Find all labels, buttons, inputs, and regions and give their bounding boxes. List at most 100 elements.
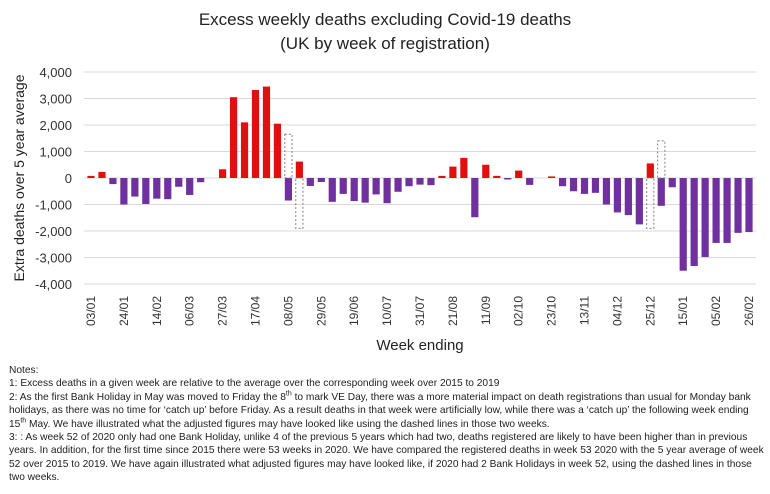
y-axis-ticks: 4,000 3,000 2,000 1,000 0 -1,000 -2,000 -3,000 -… xyxy=(35,65,72,292)
notes-section: Notes: 1: Excess deaths in a given week … xyxy=(9,364,764,485)
x-tick-label: 15/01 xyxy=(676,296,690,326)
adjusted-dashed-bars xyxy=(284,133,666,229)
adjusted-dashed-bar xyxy=(284,133,293,179)
x-tick-label: 11/09 xyxy=(479,296,493,325)
bar xyxy=(602,178,611,205)
bar xyxy=(635,178,643,225)
bar xyxy=(745,178,753,233)
x-axis-ticks: 03/01 24/01 14/02 06/03 27/03 17/04 08/05 29/05… xyxy=(84,296,756,326)
x-tick-label: 04/12 xyxy=(610,296,624,326)
bar xyxy=(690,178,698,266)
bar xyxy=(493,175,501,178)
bar xyxy=(350,178,358,202)
bar xyxy=(569,178,578,192)
bar xyxy=(142,178,150,204)
note-2: 2: As the first Bank Holiday in May was … xyxy=(9,390,751,430)
x-tick-label: 10/07 xyxy=(380,296,394,326)
bar xyxy=(109,178,117,185)
bar xyxy=(591,178,600,193)
y-tick-label: -1,000 xyxy=(35,198,72,213)
y-tick-label: -3,000 xyxy=(35,251,72,266)
bar xyxy=(613,178,621,213)
bar xyxy=(427,178,435,186)
bar-chart: 4,000 3,000 2,000 1,000 0 -1,000 -2,000 -3,000 -… xyxy=(11,65,756,354)
adjusted-dashed-bar xyxy=(657,140,666,179)
bar xyxy=(526,178,534,185)
y-tick-label: 4,000 xyxy=(39,65,72,80)
y-tick-label: 3,000 xyxy=(39,92,72,107)
x-tick-label: 23/10 xyxy=(545,296,559,326)
bar xyxy=(460,157,468,178)
bar xyxy=(394,178,402,192)
x-tick-label: 13/11 xyxy=(578,296,592,325)
bar xyxy=(504,178,512,180)
bar xyxy=(251,90,260,178)
bar xyxy=(548,176,556,178)
bar xyxy=(317,178,325,182)
bar xyxy=(515,170,523,178)
y-axis-title: Extra deaths over 5 year average xyxy=(11,74,27,281)
y-tick-label: -4,000 xyxy=(35,277,72,292)
bar xyxy=(306,178,314,186)
bar xyxy=(164,178,172,200)
x-tick-label: 29/05 xyxy=(314,296,328,326)
x-tick-label: 27/03 xyxy=(216,296,230,326)
note-1: 1: Excess deaths in a given week are rel… xyxy=(9,378,500,390)
bar xyxy=(361,178,369,203)
bar xyxy=(98,171,106,178)
chart-title-line1: Excess weekly deaths excluding Covid-19 … xyxy=(198,10,572,29)
bar xyxy=(295,161,303,178)
bar xyxy=(120,178,128,205)
bar xyxy=(701,178,709,257)
bar xyxy=(240,122,249,178)
y-tick-label: -2,000 xyxy=(35,224,72,239)
chart-title: Excess weekly deaths excluding Covid-19 … xyxy=(0,8,770,56)
adjusted-dashed-bar xyxy=(295,177,304,229)
x-tick-label: 05/02 xyxy=(709,296,723,326)
bar xyxy=(482,164,490,178)
x-tick-label: 14/02 xyxy=(150,296,164,326)
bar xyxy=(328,178,336,202)
bar xyxy=(416,178,424,185)
bar xyxy=(186,178,194,195)
bar xyxy=(87,175,95,178)
bar xyxy=(339,178,347,194)
bar xyxy=(624,178,632,216)
bar xyxy=(262,86,271,178)
bar xyxy=(712,178,720,243)
bar xyxy=(646,163,654,178)
y-tick-label: 1,000 xyxy=(39,145,72,160)
x-tick-label: 24/01 xyxy=(117,296,131,326)
x-tick-label: 08/05 xyxy=(281,296,295,326)
x-tick-label: 03/01 xyxy=(84,296,98,326)
x-tick-label: 26/02 xyxy=(742,296,756,326)
x-tick-label: 21/08 xyxy=(446,296,460,326)
y-tick-label: 2,000 xyxy=(39,118,72,133)
x-tick-label: 06/03 xyxy=(183,296,197,326)
bar xyxy=(175,178,183,187)
bar xyxy=(219,169,227,178)
bar xyxy=(153,178,161,199)
bar xyxy=(657,178,665,206)
bar xyxy=(372,178,380,195)
y-tick-label: 0 xyxy=(65,171,72,186)
x-tick-label: 25/12 xyxy=(643,296,657,326)
x-tick-label: 31/07 xyxy=(413,296,427,326)
bar xyxy=(723,178,731,243)
bar xyxy=(405,178,413,187)
bar xyxy=(438,175,446,178)
bar xyxy=(284,178,292,201)
bar xyxy=(229,97,238,178)
bar xyxy=(131,178,139,197)
x-tick-label: 17/04 xyxy=(249,296,263,326)
bar xyxy=(273,123,282,178)
bar xyxy=(383,178,391,204)
gridlines xyxy=(84,71,756,285)
bars xyxy=(87,86,753,271)
bar xyxy=(580,178,589,194)
bar xyxy=(668,178,676,188)
bar xyxy=(734,178,742,233)
bar xyxy=(679,178,687,271)
bar xyxy=(197,178,205,183)
adjusted-dashed-bar xyxy=(646,177,655,229)
